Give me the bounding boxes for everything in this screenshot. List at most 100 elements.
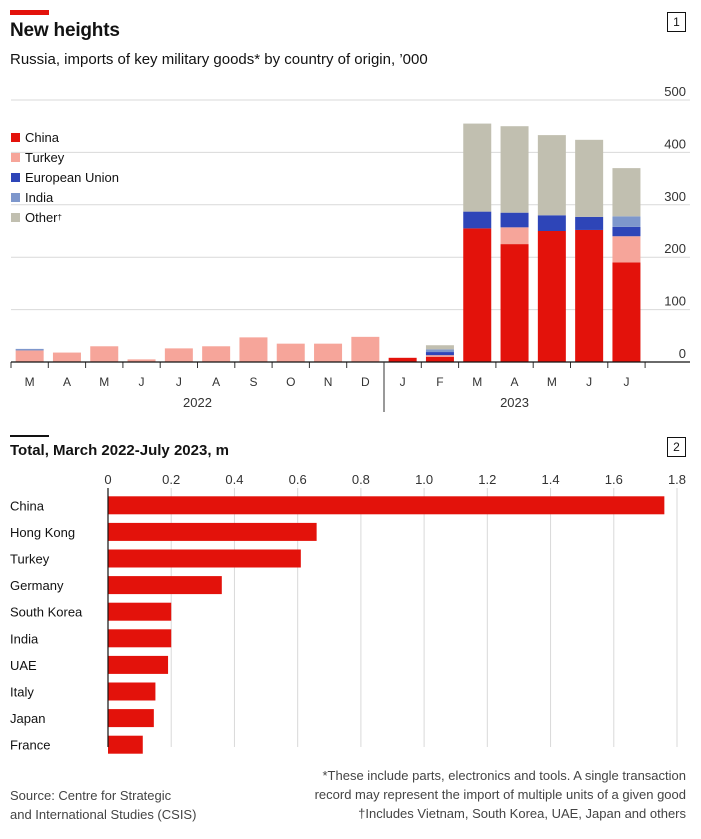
category-label: Germany <box>10 578 64 593</box>
x-tick-label: M <box>99 375 109 389</box>
x-tick-label: 1.0 <box>415 472 433 487</box>
bar-segment-china <box>388 357 417 362</box>
bar-segment-india <box>612 216 641 227</box>
bar-segment-turkey <box>164 348 193 362</box>
category-label: China <box>10 498 45 513</box>
y-tick-label: 200 <box>664 241 686 256</box>
bar-segment-turkey <box>239 337 268 362</box>
x-tick-label: J <box>586 375 592 389</box>
category-label: France <box>10 738 50 753</box>
legend-label-turkey: Turkey <box>25 150 65 165</box>
category-label: Italy <box>10 685 34 700</box>
x-tick-label: 0.2 <box>162 472 180 487</box>
x-tick-label: N <box>324 375 333 389</box>
bar-segment-turkey <box>314 343 343 362</box>
x-tick-label: D <box>361 375 370 389</box>
bar-segment-other <box>425 345 454 350</box>
y-tick-label: 400 <box>664 136 686 151</box>
x-tick-label: J <box>139 375 145 389</box>
chart-subtitle: Russia, imports of key military goods* b… <box>10 51 428 68</box>
x-tick-label: F <box>436 375 443 389</box>
legend-label-india: India <box>25 190 54 205</box>
chart2-horizontal-bar: 0 0.2 0.4 0.6 0.8 1.0 1.2 1.4 1.6 1.8 China Hong Ko… <box>10 472 686 754</box>
year-label: 2023 <box>500 395 529 410</box>
bar-segment-turkey <box>276 343 305 362</box>
section2-rule <box>10 435 49 437</box>
x-tick-label: 1.4 <box>542 472 560 487</box>
bar-segment-turkey <box>127 359 156 362</box>
x-tick-label: S <box>249 375 257 389</box>
bar-segment-china <box>537 231 566 362</box>
legend-swatch-turkey <box>11 153 20 162</box>
x-tick-label: 1.8 <box>668 472 686 487</box>
bar-segment-turkey <box>52 352 81 362</box>
bar-segment-european-union <box>500 212 529 228</box>
bar-segment-other <box>463 123 492 212</box>
bar-segment-european-union <box>537 215 566 231</box>
source-note: Source: Centre for Strategic and Interna… <box>10 786 196 824</box>
source-line-1: Source: Centre for Strategic <box>10 788 172 803</box>
legend-item-china: China <box>11 130 59 145</box>
source-line-2: and International Studies (CSIS) <box>10 807 197 822</box>
footnote-line-3: †Includes Vietnam, South Korea, UAE, Jap… <box>358 806 686 821</box>
bar-segment-other <box>500 126 529 213</box>
y-tick-label: 100 <box>664 294 686 309</box>
total-bar <box>108 735 143 754</box>
brand-red-bar <box>10 10 49 15</box>
x-tick-label: A <box>63 375 71 389</box>
y-tick-label: 300 <box>664 189 686 204</box>
bar-segment-turkey <box>500 227 529 245</box>
bar-segment-china <box>612 262 641 362</box>
legend-item-eu: European Union <box>11 170 119 185</box>
bar-segment-european-union <box>575 216 604 230</box>
bar-segment-china <box>463 228 492 362</box>
bar-segment-china <box>575 229 604 362</box>
category-label: Japan <box>10 711 45 726</box>
bar-segment-european-union <box>463 211 492 229</box>
x-tick-label: 1.6 <box>605 472 623 487</box>
chart2-title: Total, March 2022-July 2023, m <box>10 442 229 459</box>
dagger-mark: † <box>57 213 62 222</box>
x-tick-label: 0 <box>104 472 111 487</box>
total-bar <box>108 655 169 674</box>
bar-segment-turkey <box>202 346 231 362</box>
x-tick-label: J <box>176 375 182 389</box>
chart-title: New heights <box>10 20 120 41</box>
x-tick-label: J <box>623 375 629 389</box>
x-tick-label: A <box>511 375 519 389</box>
legend-label-china: China <box>25 130 59 145</box>
year-label: 2022 <box>183 395 212 410</box>
bar-segment-china <box>425 356 454 362</box>
legend-item-india: India <box>11 190 53 205</box>
bar-segment-turkey <box>425 355 454 357</box>
total-bar <box>108 496 665 515</box>
bar-segment-china <box>500 244 529 362</box>
bar-segment-other <box>575 139 604 217</box>
footnotes: *These include parts, electronics and to… <box>315 766 686 823</box>
x-tick-label: M <box>472 375 482 389</box>
total-bar <box>108 549 301 568</box>
total-bar <box>108 629 172 648</box>
x-tick-label: 0.4 <box>225 472 243 487</box>
bar-segment-other <box>612 168 641 217</box>
bar-segment-india <box>15 348 44 351</box>
footnote-line-2: record may represent the import of multi… <box>314 787 686 802</box>
total-bar <box>108 682 156 701</box>
legend-swatch-other <box>11 213 20 222</box>
x-tick-label: A <box>212 375 220 389</box>
total-bar <box>108 522 317 541</box>
x-tick-label: M <box>547 375 557 389</box>
x-tick-label: J <box>400 375 406 389</box>
x-tick-label: M <box>25 375 35 389</box>
total-bar <box>108 576 222 595</box>
total-bar <box>108 709 154 728</box>
bar-segment-european-union <box>612 226 641 237</box>
legend-label-other: Other <box>25 210 58 225</box>
bar-segment-turkey <box>612 236 641 263</box>
category-label: Hong Kong <box>10 525 75 540</box>
legend-item-turkey: Turkey <box>11 150 64 165</box>
legend-swatch-eu <box>11 173 20 182</box>
category-label: South Korea <box>10 605 83 620</box>
